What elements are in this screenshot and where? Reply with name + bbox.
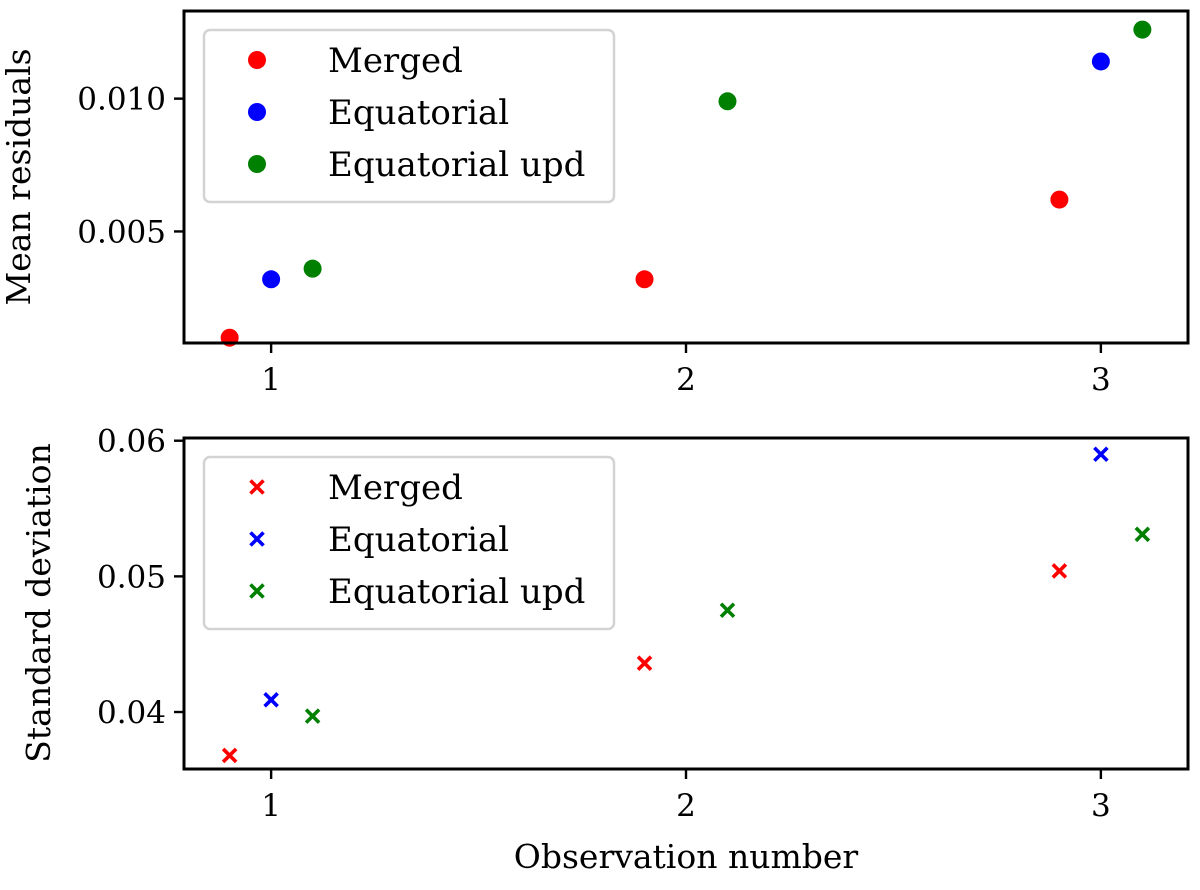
chart2-point-merged <box>221 747 238 764</box>
chart1-x-tick-label: 1 <box>261 362 281 398</box>
chart1-legend-box <box>202 28 616 204</box>
chart1-x-tick-label: 3 <box>1091 362 1111 398</box>
chart1-point-equatorial <box>1091 52 1110 71</box>
chart2-y-tick-label: 0.04 <box>97 695 166 731</box>
chart2-legend-marker-equatorial <box>249 531 265 547</box>
chart2-y-axis-label: Standard deviation <box>19 443 58 762</box>
chart2-y-tick-label: 0.06 <box>97 424 166 460</box>
chart2-y-tick-label: 0.05 <box>97 559 166 595</box>
chart1-axes-frame <box>182 9 1190 345</box>
chart2-x-tick-label: 3 <box>1091 788 1111 824</box>
chart2-legend-marker-merged <box>249 479 265 495</box>
chart1-legend-label: Equatorial upd <box>328 145 585 185</box>
chart1-x-tick-label: 2 <box>676 362 696 398</box>
chart1-point-equatorial-upd <box>303 259 322 278</box>
chart1-panel: 1 2 3 0.005 0.010 Mean residuals Merged Equator… <box>0 9 1190 398</box>
chart2-panel: 1 2 3 0.04 0.05 0.06 Standard deviation Observa… <box>19 424 1190 876</box>
chart2-legend-label: Merged <box>328 468 463 508</box>
chart1-point-merged <box>635 270 654 289</box>
chart2-point-equatorial-upd <box>304 708 321 724</box>
chart2-legend-label: Equatorial upd <box>328 572 585 612</box>
chart2-point-equatorial-upd <box>719 602 736 619</box>
chart2-point-merged <box>1051 563 1068 579</box>
chart1-point-equatorial-upd <box>718 92 737 111</box>
chart1-legend: Merged Equatorial Equatorial upd <box>202 28 616 204</box>
chart2-x-axis-label: Observation number <box>514 837 859 876</box>
chart2-point-equatorial <box>1093 446 1109 463</box>
chart2-axes-frame <box>182 436 1190 771</box>
chart1-point-merged <box>1050 190 1069 209</box>
chart1-point-equatorial-upd <box>1133 20 1152 39</box>
chart2-legend-marker-equatorial-upd <box>249 583 265 599</box>
chart2-point-merged <box>636 655 653 671</box>
chart1-legend-label: Merged <box>328 41 463 81</box>
chart2-legend-label: Equatorial <box>328 520 509 560</box>
chart1-y-tick-label: 0.010 <box>77 82 166 118</box>
chart1-legend-marker-equatorial-upd <box>248 155 266 173</box>
chart1-legend-label: Equatorial <box>328 93 509 133</box>
chart1-legend-marker-merged <box>248 51 266 69</box>
chart2-point-equatorial-upd <box>1134 526 1151 543</box>
chart2-point-equatorial <box>263 692 279 708</box>
chart1-point-equatorial <box>262 270 281 289</box>
chart1-legend-marker-equatorial <box>248 103 266 121</box>
chart2-x-tick-label: 2 <box>676 788 696 824</box>
chart1-y-axis-label: Mean residuals <box>0 48 38 305</box>
chart2-x-tick-label: 1 <box>261 788 281 824</box>
chart2-legend: Merged Equatorial Equatorial upd <box>202 455 616 631</box>
chart1-y-tick-label: 0.005 <box>77 214 166 250</box>
chart2-legend-box <box>202 455 616 631</box>
